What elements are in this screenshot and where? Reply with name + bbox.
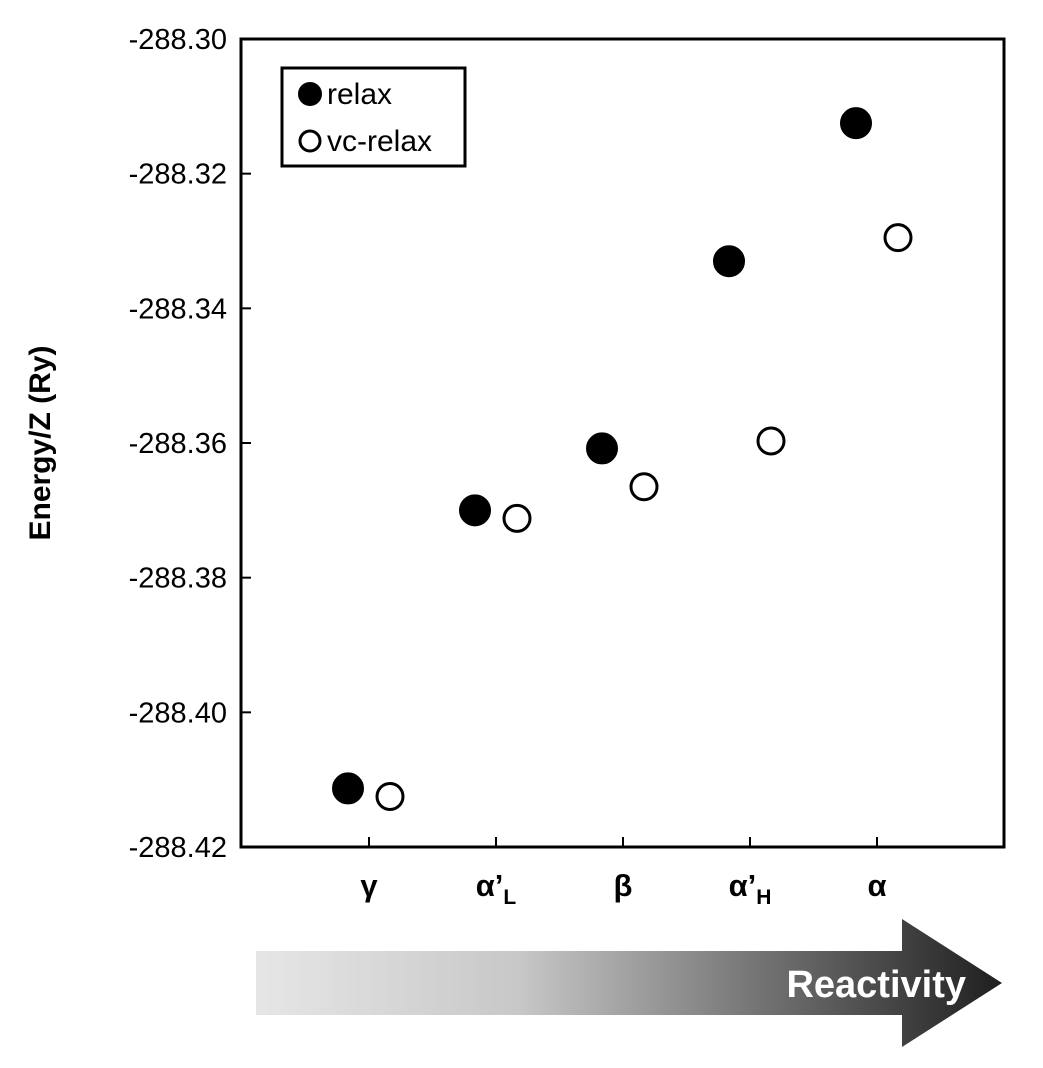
y-tick-label: -288.40 [129,697,227,729]
relax-point [586,432,618,465]
relax-point [840,107,872,140]
legend-marker-vc-relax [298,129,322,153]
vc-relax-point [883,223,913,253]
x-category-label: γ [360,868,378,903]
vc-relax-point [502,503,532,533]
reactivity-label: Reactivity [786,964,966,1006]
y-tick-label: -288.34 [129,293,227,325]
relax-point [332,772,364,805]
y-tick-label: -288.38 [129,563,227,595]
vc-relax-point [629,472,659,502]
x-category-label: α’L [476,868,517,909]
x-category-label: α’H [729,868,772,909]
y-tick-label: -288.42 [129,832,227,864]
y-tick-label: -288.30 [129,24,227,56]
legend-marker-relax [298,82,322,106]
reactivity-arrow-shape [256,919,1002,1047]
legend-label-vc-relax: vc-relax [327,125,432,158]
y-axis-ticks: -288.30 -288.32 -288.34 -288.36 -288.38 -288.… [129,24,251,864]
relax-point [459,494,491,527]
x-category-label: β [614,868,633,903]
data-points [332,107,913,811]
relax-point [713,245,745,278]
y-tick-label: -288.32 [129,159,227,191]
vc-relax-point [375,782,405,811]
y-tick-label: -288.36 [129,428,227,460]
y-axis-title: Energy/Z (Ry) [24,345,57,540]
vc-relax-point [756,426,786,456]
reactivity-arrow: Reactivity [256,919,1002,1047]
x-category-label: α [867,868,886,903]
legend-label-relax: relax [327,78,392,111]
x-axis-ticks: γ α’L β α’H α [360,837,887,909]
legend: relax vc-relax [280,66,467,168]
